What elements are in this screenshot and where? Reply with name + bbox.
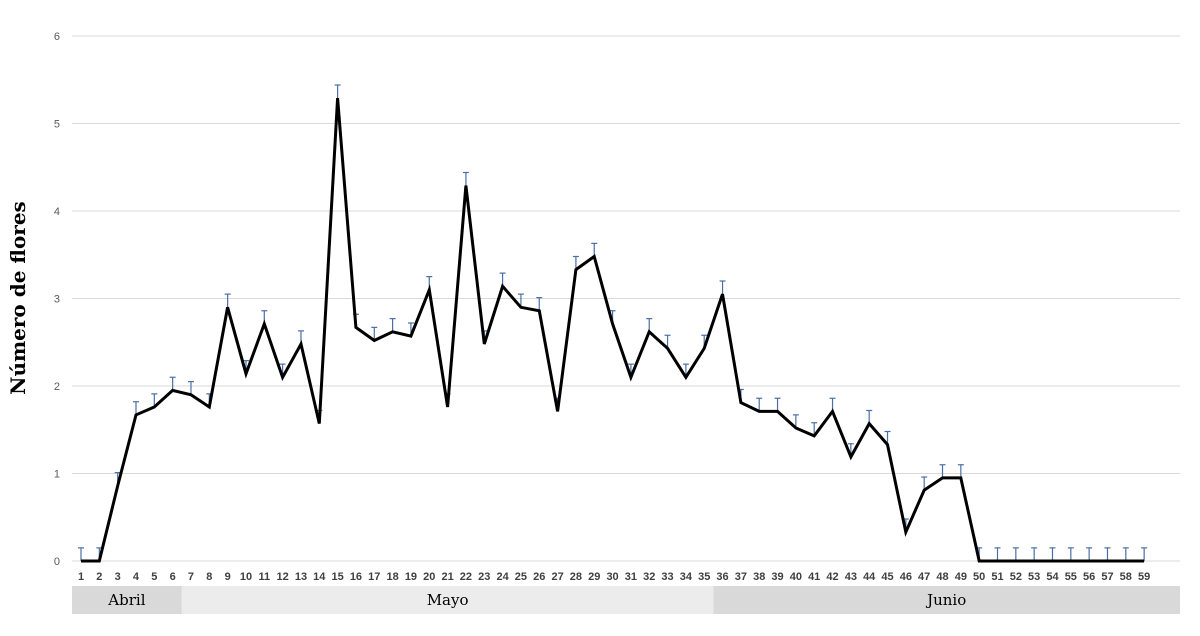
month-label: Junio <box>925 591 966 609</box>
month-band <box>713 586 1180 614</box>
x-tick-label: 55 <box>1065 571 1077 583</box>
x-tick-label: 4 <box>133 571 140 583</box>
x-tick-label: 5 <box>151 571 157 583</box>
x-tick-label: 18 <box>386 571 398 583</box>
x-tick-label: 20 <box>423 571 435 583</box>
x-tick-label: 59 <box>1138 571 1150 583</box>
x-tick-label: 49 <box>955 571 967 583</box>
x-tick-label: 40 <box>790 571 802 583</box>
x-tick-label: 14 <box>313 571 326 583</box>
x-tick-label: 52 <box>1010 571 1022 583</box>
x-tick-label: 36 <box>716 571 728 583</box>
x-tick-label: 31 <box>625 571 637 583</box>
x-tick-label: 50 <box>973 571 985 583</box>
x-tick-label: 47 <box>918 571 930 583</box>
x-tick-label: 56 <box>1083 571 1095 583</box>
x-tick-label: 17 <box>368 571 380 583</box>
x-tick-label: 39 <box>771 571 783 583</box>
month-band <box>72 586 182 614</box>
x-tick-label: 42 <box>826 571 838 583</box>
x-tick-label: 25 <box>515 571 527 583</box>
month-label: Mayo <box>427 591 469 609</box>
x-tick-label: 16 <box>350 571 362 583</box>
x-tick-label: 27 <box>551 571 563 583</box>
x-tick-label: 22 <box>460 571 472 583</box>
grid-lines <box>72 35 1180 562</box>
x-tick-label: 46 <box>900 571 912 583</box>
x-tick-label: 15 <box>331 571 343 583</box>
x-tick-label: 41 <box>808 571 820 583</box>
x-tick-label: 43 <box>845 571 857 583</box>
x-tick-label: 2 <box>96 571 102 583</box>
x-tick-label: 35 <box>698 571 710 583</box>
x-tick-label: 8 <box>206 571 212 583</box>
x-tick-label: 3 <box>115 571 121 583</box>
x-tick-label: 19 <box>405 571 417 583</box>
x-tick-label: 1 <box>78 571 84 583</box>
y-tick-label: 2 <box>54 381 60 393</box>
x-tick-label: 23 <box>478 571 490 583</box>
month-bands: Abril Mayo Junio <box>72 586 1180 614</box>
y-tick-label: 6 <box>54 31 60 43</box>
x-tick-label: 10 <box>240 571 252 583</box>
x-tick-label: 11 <box>258 571 270 583</box>
x-axis-ticks: 1 2 3 4 5 6 7 8 9 10 11 12 13 14 15 16 17 18 19 20 21 22 23 24 2… <box>78 571 1150 583</box>
x-tick-label: 34 <box>680 571 693 583</box>
x-tick-label: 12 <box>277 571 289 583</box>
x-tick-label: 21 <box>441 571 453 583</box>
x-tick-label: 37 <box>735 571 747 583</box>
y-tick-label: 5 <box>54 119 60 131</box>
x-tick-label: 54 <box>1046 571 1059 583</box>
y-axis-label: Número de flores <box>6 201 30 395</box>
x-tick-label: 32 <box>643 571 655 583</box>
series-line-0 <box>81 97 1145 563</box>
y-tick-label: 1 <box>54 469 60 481</box>
x-tick-label: 44 <box>863 571 876 583</box>
series-lines <box>81 97 1145 563</box>
y-tick-label: 3 <box>54 294 60 306</box>
y-tick-label: 0 <box>54 556 60 568</box>
x-tick-label: 13 <box>295 571 307 583</box>
y-axis-ticks: 0 1 2 3 4 5 6 <box>54 31 60 568</box>
x-tick-label: 30 <box>606 571 618 583</box>
x-tick-label: 29 <box>588 571 600 583</box>
x-tick-label: 53 <box>1028 571 1040 583</box>
x-tick-label: 38 <box>753 571 765 583</box>
month-band <box>181 586 714 614</box>
x-tick-label: 48 <box>936 571 948 583</box>
x-tick-label: 7 <box>188 571 194 583</box>
x-tick-label: 6 <box>170 571 176 583</box>
x-tick-label: 9 <box>225 571 231 583</box>
x-tick-label: 45 <box>881 571 893 583</box>
x-tick-label: 57 <box>1101 571 1113 583</box>
x-tick-label: 51 <box>991 571 1003 583</box>
x-tick-label: 58 <box>1120 571 1132 583</box>
x-tick-label: 33 <box>661 571 673 583</box>
y-tick-label: 4 <box>54 206 60 218</box>
x-tick-label: 26 <box>533 571 545 583</box>
x-tick-label: 24 <box>496 571 509 583</box>
month-label: Abril <box>107 591 145 609</box>
x-tick-label: 28 <box>570 571 582 583</box>
